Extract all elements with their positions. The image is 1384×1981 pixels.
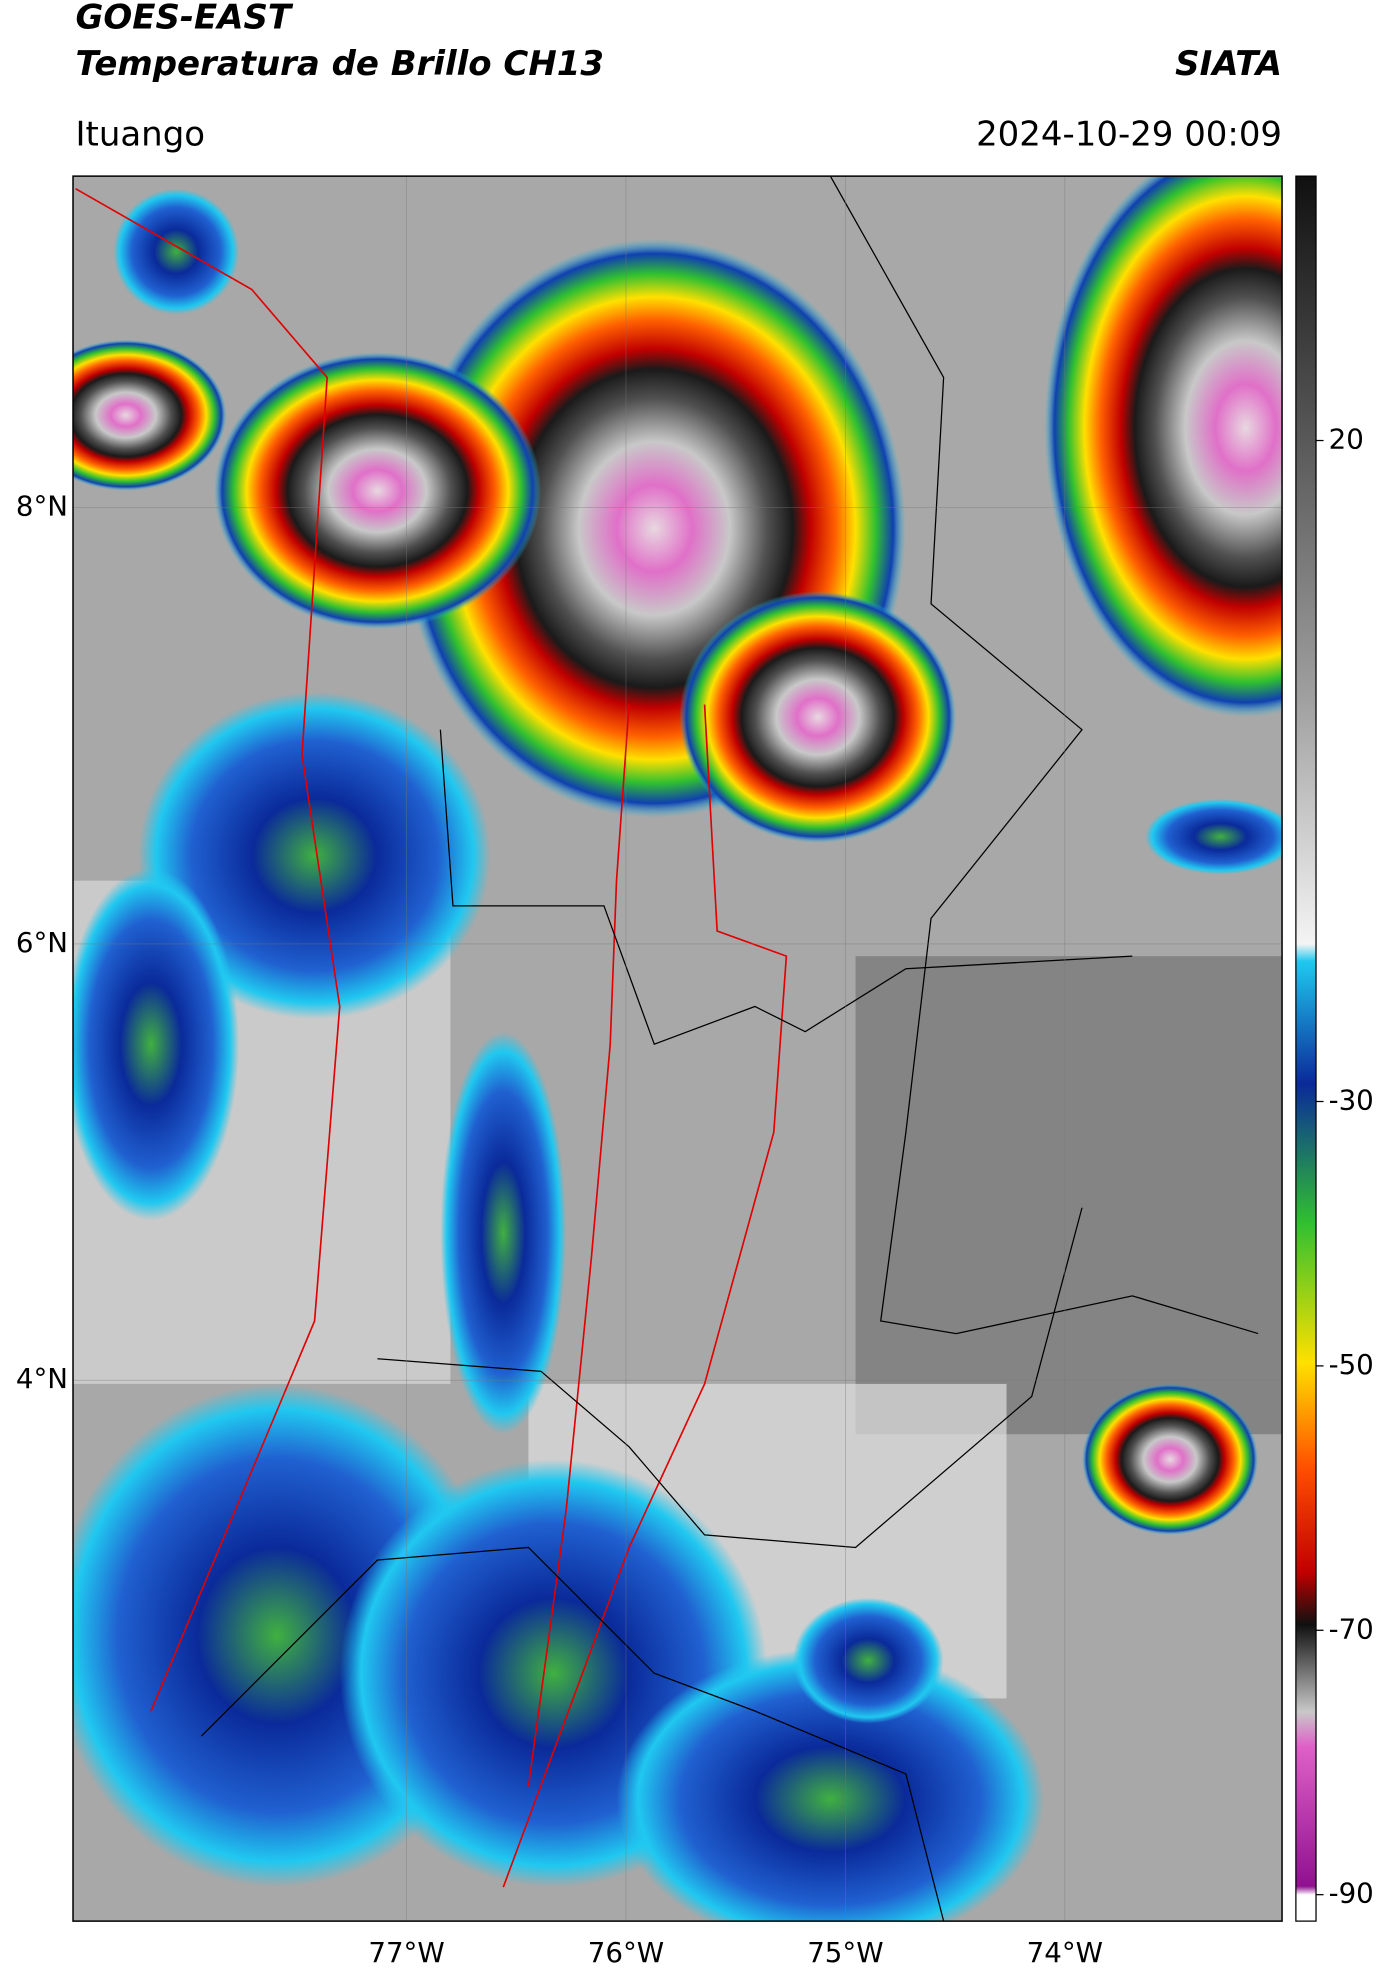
brand: SIATA bbox=[1175, 44, 1282, 84]
x-tick-label: 75°W bbox=[807, 1936, 883, 1969]
colorbar-tick-label: -70 bbox=[1329, 1612, 1374, 1645]
x-tick-label: 77°W bbox=[368, 1936, 444, 1969]
y-tick-label: 6°N bbox=[16, 926, 68, 959]
title: GOES-EAST bbox=[76, 0, 294, 37]
colorbar-tick-label: -90 bbox=[1329, 1877, 1374, 1910]
colorbar-tick-label: -50 bbox=[1329, 1348, 1374, 1381]
x-tick-label: 74°W bbox=[1027, 1936, 1103, 1969]
satellite-image bbox=[73, 176, 1283, 1922]
colorbar-tick-label: 20 bbox=[1329, 423, 1364, 456]
subtitle: Temperatura de Brillo CH13 bbox=[76, 44, 604, 84]
graticule bbox=[73, 176, 1283, 1922]
datetime: 2024-10-29 00:09 bbox=[976, 114, 1282, 154]
y-tick-label: 8°N bbox=[16, 490, 68, 523]
x-tick-label: 76°W bbox=[588, 1936, 664, 1969]
location: Ituango bbox=[76, 114, 206, 154]
colorbar-tick-label: -30 bbox=[1329, 1084, 1374, 1117]
colorbar bbox=[1295, 175, 1317, 1922]
y-tick-label: 4°N bbox=[16, 1362, 68, 1395]
map-frame bbox=[72, 175, 1283, 1922]
